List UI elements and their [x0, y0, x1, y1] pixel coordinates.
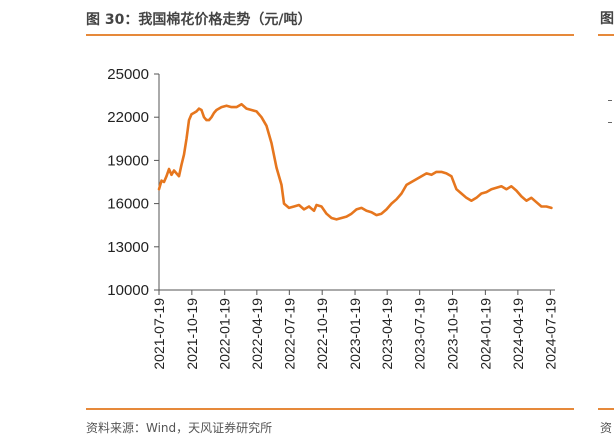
x-tick-label: 2021-07-19: [151, 298, 167, 370]
next-figure-tick-mark: [608, 122, 612, 123]
x-tick-label: 2022-04-19: [249, 298, 265, 370]
series-line-0: [157, 102, 553, 221]
x-tick-label: 2023-01-19: [347, 298, 363, 370]
x-tick-label: 2022-07-19: [281, 298, 297, 370]
x-tick-label: 2023-07-19: [412, 298, 428, 370]
next-figure-title-fragment: 图: [600, 11, 614, 27]
next-figure-tick-mark: [608, 100, 612, 101]
x-tick-label: 2024-04-19: [510, 298, 526, 370]
chart-axes: [158, 74, 555, 291]
x-tick-label: 2022-01-19: [217, 298, 233, 370]
x-tick-label: 2021-10-19: [184, 298, 200, 370]
x-tick-label: 2024-07-19: [542, 298, 558, 370]
y-tick-label: 10000: [107, 282, 149, 299]
y-tick-label: 19000: [107, 152, 149, 169]
y-tick-label: 13000: [107, 239, 149, 256]
y-tick-label: 16000: [107, 196, 149, 213]
x-tick-label: 2024-01-19: [477, 298, 493, 370]
x-tick-label: 2023-04-19: [379, 298, 395, 370]
x-tick-label: 2023-10-19: [445, 298, 461, 370]
y-tick-label: 25000: [107, 66, 149, 83]
next-figure-source-fragment: 资: [600, 421, 613, 435]
y-tick-label: 22000: [107, 109, 149, 126]
chart-ticks: 10000 13000 16000 19000 22000 25000 2021-07-19…: [107, 66, 558, 370]
next-figure-source-divider: [598, 408, 614, 410]
source-note: 资料来源：Wind，天风证券研究所: [86, 421, 273, 435]
figure-title: 图 30：我国棉花价格走势（元/吨）: [86, 12, 312, 28]
chart-series: [157, 102, 553, 221]
next-figure-title-divider: [598, 34, 614, 36]
x-tick-label: 2022-10-19: [314, 298, 330, 370]
title-divider: [86, 34, 574, 36]
source-divider: [86, 408, 574, 410]
